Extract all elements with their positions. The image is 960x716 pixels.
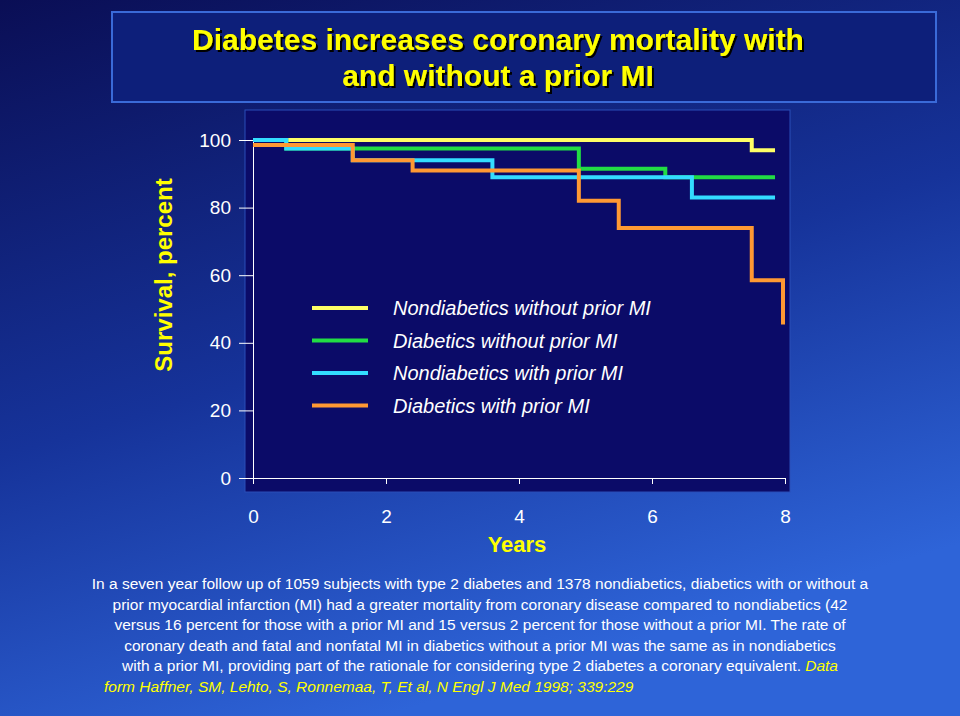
x-tick-mark xyxy=(652,478,653,484)
plot-area xyxy=(253,140,785,323)
caption-line: versus 16 percent for those with a prior… xyxy=(114,616,846,633)
chart: Diabetes increases coronary mortality wi… xyxy=(0,0,960,716)
x-tick-mark xyxy=(785,478,786,484)
y-axis-line xyxy=(239,141,254,479)
caption-text: prior myocardial infarction (MI) had a g… xyxy=(113,596,848,613)
y-tick: 20 xyxy=(210,400,253,421)
title-line: Diabetes increases coronary mortality wi… xyxy=(192,23,804,56)
caption-text: In a seven year follow up of 1059 subjec… xyxy=(92,575,869,592)
x-tick-mark xyxy=(253,478,254,484)
caption-line: coronary death and fatal and nonfatal MI… xyxy=(124,637,836,654)
x-tick: 8 xyxy=(780,478,791,527)
title: Diabetes increases coronary mortality wi… xyxy=(192,23,804,92)
y-tick-label: 40 xyxy=(210,332,231,353)
x-axis: 0 2 4 6 8 xyxy=(248,478,791,527)
legend-swatch xyxy=(312,371,368,375)
caption: In a seven year follow up of 1059 subjec… xyxy=(92,575,869,695)
legend-label: Diabetics without prior MI xyxy=(393,330,618,352)
legend-label: Diabetics with prior MI xyxy=(393,395,590,417)
caption-line: In a seven year follow up of 1059 subjec… xyxy=(92,575,869,592)
y-axis-title: Survival, percent xyxy=(150,178,177,371)
y-tick-mark xyxy=(239,410,253,411)
y-tick-mark xyxy=(239,208,253,209)
x-tick-label: 2 xyxy=(381,506,392,527)
x-tick-label: 8 xyxy=(780,506,791,527)
legend-swatch xyxy=(312,404,368,408)
x-tick-mark xyxy=(519,478,520,484)
x-tick-mark xyxy=(386,478,387,484)
x-tick-label: 4 xyxy=(514,506,525,527)
title-banner xyxy=(112,12,936,102)
series-line xyxy=(253,145,785,322)
legend: Nondiabetics without prior MI Diabetics w… xyxy=(312,297,651,417)
x-tick: 6 xyxy=(647,478,658,527)
y-tick-mark xyxy=(239,478,253,479)
source-text: form Haffner, SM, Lehto, S, Ronnemaa, T,… xyxy=(104,678,634,695)
legend-label: Nondiabetics with prior MI xyxy=(393,362,624,384)
caption-text: coronary death and fatal and nonfatal MI… xyxy=(124,637,836,654)
caption-line: with a prior MI, providing part of the r… xyxy=(121,657,838,674)
y-tick-mark xyxy=(239,275,253,276)
title-line: and without a prior MI xyxy=(342,59,654,92)
source-text: Data xyxy=(805,657,838,674)
y-axis: 0 20 40 60 80 100 xyxy=(199,130,253,489)
y-tick: 100 xyxy=(199,130,253,151)
legend-swatch xyxy=(312,339,368,343)
x-axis-title: Years xyxy=(488,532,547,557)
x-tick: 4 xyxy=(514,478,525,527)
y-tick: 60 xyxy=(210,265,253,286)
y-tick: 40 xyxy=(210,332,253,353)
caption-text: with a prior MI, providing part of the r… xyxy=(121,657,801,674)
legend-label: Nondiabetics without prior MI xyxy=(393,297,651,319)
x-tick-label: 6 xyxy=(647,506,658,527)
x-tick: 2 xyxy=(381,478,392,527)
legend-swatch xyxy=(312,306,368,310)
y-tick-label: 100 xyxy=(199,130,231,151)
y-tick-label: 60 xyxy=(210,265,231,286)
y-tick-label: 20 xyxy=(210,400,231,421)
y-tick-label: 0 xyxy=(220,468,231,489)
y-tick-mark xyxy=(239,343,253,344)
caption-text: versus 16 percent for those with a prior… xyxy=(114,616,846,633)
y-tick: 80 xyxy=(210,197,253,218)
x-axis-line xyxy=(254,479,786,485)
y-tick: 0 xyxy=(220,468,253,489)
caption-line: prior myocardial infarction (MI) had a g… xyxy=(113,596,848,613)
plot-panel xyxy=(245,110,790,492)
y-tick-mark xyxy=(239,140,253,141)
x-tick: 0 xyxy=(248,478,259,527)
x-tick-label: 0 xyxy=(248,506,259,527)
y-tick-label: 80 xyxy=(210,197,231,218)
background xyxy=(0,0,960,716)
